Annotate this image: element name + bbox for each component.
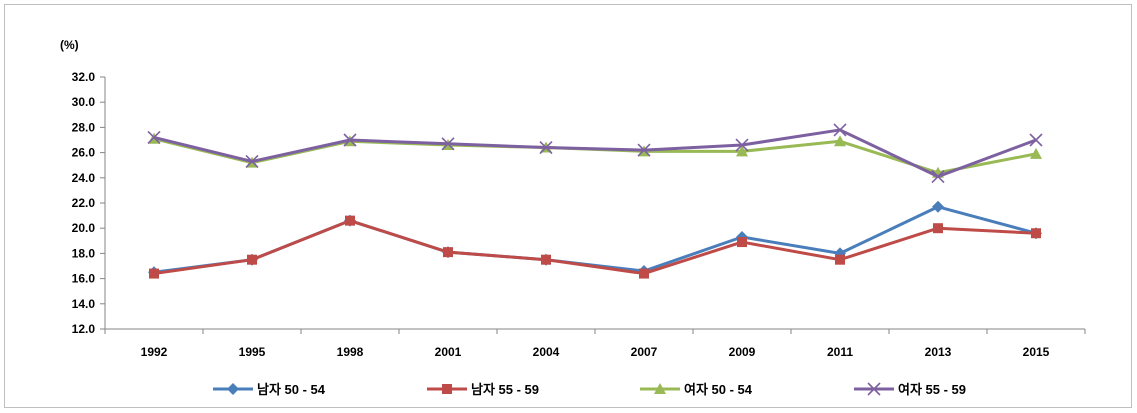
data-point [541,254,551,265]
data-point [1031,228,1041,239]
data-point [147,130,161,145]
x-tick-label: 2001 [435,345,462,359]
y-tick-label: 12.0 [72,322,96,336]
data-point [539,140,553,155]
y-tick-label: 16.0 [72,272,96,286]
x-tick-label: 1992 [141,345,168,359]
data-point [1030,147,1042,159]
legend-marker [442,384,452,394]
legend-label: 남자 50 - 54 [257,382,326,397]
series-2 [149,215,1041,279]
y-tick-label: 18.0 [72,246,96,260]
data-point [245,154,259,168]
data-point [443,247,453,258]
x-tick-label: 1995 [239,345,266,359]
series-4 [147,123,1043,184]
data-point [441,137,455,151]
y-tick-label: 32.0 [72,70,96,84]
data-point [736,145,748,157]
y-tick-label: 28.0 [72,120,96,134]
data-point [149,268,159,279]
legend-item: 남자 55 - 59 [427,382,539,397]
x-tick-label: 2011 [827,345,853,359]
legend-marker [227,383,239,395]
data-point [345,215,355,226]
legend-marker [867,382,881,396]
data-point [639,268,649,279]
data-point [834,135,846,147]
y-tick-label: 22.0 [72,196,96,210]
legend-item: 여자 55 - 59 [854,382,966,397]
x-tick-label: 2013 [925,345,952,359]
data-point [247,254,257,265]
x-tick-label: 2009 [729,345,756,359]
series-lines [147,123,1043,279]
y-tick-label: 14.0 [72,297,96,311]
data-point [637,143,651,157]
data-point [737,237,747,248]
legend-item: 여자 50 - 54 [640,382,753,397]
data-point [343,133,357,147]
data-point [932,200,944,213]
x-tick-label: 1998 [337,345,364,359]
legend-marker [654,383,666,394]
axes [100,76,1086,334]
x-tick-label: 2007 [631,345,658,359]
chart-frame [4,4,1132,408]
legend: 남자 50 - 54 남자 55 - 59 여자 50 - 54 여자 55 - 59 [213,382,966,397]
y-tick-label: 30.0 [72,95,96,109]
y-tick-labels: 12.0 14.0 16.0 18.0 20.0 22.0 24.0 26.0 28.0 30.0… [72,70,96,336]
data-point [735,138,749,152]
x-tick-label: 2015 [1023,345,1050,359]
legend-label: 여자 50 - 54 [684,382,753,397]
data-point [835,254,845,265]
x-tick-label: 2004 [533,345,560,359]
data-point [931,169,945,184]
y-tick-label: 24.0 [72,171,96,185]
legend-label: 남자 55 - 59 [471,382,539,397]
legend-item: 남자 50 - 54 [213,382,326,397]
series-line [153,137,1037,175]
series-line [153,219,1037,276]
data-point [1029,133,1043,147]
y-tick-label: 20.0 [72,221,96,235]
data-point [833,123,847,137]
y-tick-label: 26.0 [72,146,96,160]
series-line [153,128,1037,179]
data-point [933,223,943,234]
x-tick-labels: 1992 1995 1998 2001 2004 2007 2009 2011 2013 2015 [141,345,1050,359]
y-unit-label: (%) [60,38,79,52]
legend-label: 여자 55 - 59 [898,382,966,397]
